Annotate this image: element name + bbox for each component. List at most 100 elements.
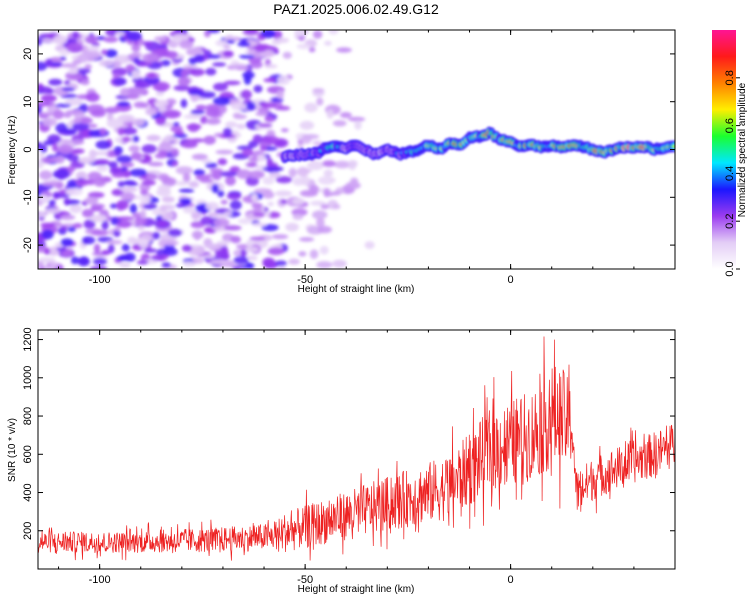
spectrogram-noise-blob: [340, 112, 352, 119]
spectrogram-noise-blob: [229, 200, 242, 210]
spectrogram-noise-blob: [317, 225, 332, 234]
spectrogram-noise-blob: [189, 68, 205, 77]
spectrogram-noise-blob: [83, 219, 96, 229]
spectrogram-noise-blob: [280, 128, 289, 133]
spectrogram-noise-blob: [137, 225, 145, 231]
spectrogram-noise-blob: [213, 82, 228, 92]
spectrogram-noise-blob: [57, 144, 73, 155]
spectrogram-noise-blob: [120, 192, 135, 201]
spectrogram-noise-blob: [116, 199, 129, 210]
spectrogram-noise-blob: [72, 31, 80, 39]
spectrogram-noise-blob: [140, 189, 149, 196]
spectrogram-noise-blob: [263, 78, 277, 83]
spectrogram-noise-blob: [309, 185, 320, 194]
spectrogram-y-axis-label: Frequency (Hz): [7, 116, 18, 185]
spectrogram-noise-blob: [161, 196, 175, 203]
spectrogram-noise-blob: [113, 77, 127, 86]
snr-y-tick-label: 1200: [22, 327, 34, 351]
snr-x-tick-label: -100: [89, 574, 111, 586]
spectrogram-noise-blob: [45, 58, 53, 68]
spectrogram-noise-blob: [44, 208, 61, 214]
spectrogram-noise-blob: [67, 69, 79, 74]
spectrogram-noise-blob: [316, 217, 325, 228]
spectrogram-noise-blob: [296, 43, 311, 50]
spectrogram-noise-blob: [101, 220, 109, 231]
spectrogram-noise-blob: [48, 78, 63, 86]
spectrogram-noise-blob: [312, 30, 323, 39]
spectrogram-noise-blob: [38, 260, 45, 269]
spectrogram-noise-blob: [94, 159, 110, 166]
spectrogram-noise-blob: [38, 200, 43, 207]
spectrogram-noise-blob: [117, 181, 126, 188]
spectrogram-noise-blob: [43, 140, 56, 146]
spectrogram-noise-blob: [264, 116, 274, 123]
spectrogram-noise-blob: [38, 37, 43, 46]
spectrogram-noise-blob: [350, 177, 359, 185]
spectrogram-noise-blob: [40, 157, 53, 164]
spectrogram-noise-blob: [109, 167, 122, 174]
spectrogram-noise-blob: [53, 34, 68, 45]
spectrogram-noise-blob: [201, 158, 212, 164]
spectrogram-noise-blob: [115, 31, 125, 37]
spectrogram-noise-blob: [260, 145, 267, 152]
spectrogram-noise-blob: [144, 248, 158, 253]
spectrogram-noise-blob: [152, 231, 161, 240]
spectrogram-noise-blob: [80, 79, 90, 86]
spectrogram-noise-blob: [213, 96, 231, 106]
spectrogram-noise-blob: [116, 220, 132, 228]
spectrogram-noise-blob: [183, 114, 201, 119]
spectrogram-noise-blob: [274, 260, 287, 267]
snr-y-tick-label: 800: [22, 407, 34, 425]
spectrogram-noise-blob: [190, 109, 205, 115]
spectrogram-noise-blob: [347, 160, 358, 168]
spectrogram-noise-blob: [233, 256, 249, 265]
spectrogram-signal-track: [280, 126, 675, 164]
spectrogram-noise-blob: [88, 149, 97, 159]
spectrogram-noise-blob: [292, 214, 304, 220]
spectrogram-noise-blob: [233, 114, 247, 120]
spectrogram-noise-blob: [302, 134, 320, 140]
spectrogram-x-tick-label: 0: [508, 274, 514, 286]
spectrogram-noise-blob: [223, 225, 242, 231]
spectrogram-noise-blob: [257, 154, 266, 162]
spectrogram-noise-blob: [52, 109, 64, 120]
spectrogram-noise-blob: [38, 112, 55, 117]
spectrogram-noise-blob: [67, 179, 77, 189]
spectrogram-noise-blob: [269, 172, 282, 178]
spectrogram-noise-blob: [92, 215, 103, 223]
spectrogram-noise-blob: [225, 175, 236, 186]
spectrogram-noise-blob: [121, 136, 132, 143]
spectrogram-noise-blob: [323, 187, 331, 198]
spectrogram-noise-blob: [235, 66, 250, 71]
spectrogram-noise-blob: [336, 47, 352, 53]
chart-title: PAZ1.2025.006.02.49.G12: [273, 1, 439, 17]
snr-y-axis-label: SNR (10 * v/v): [7, 418, 18, 482]
spectrogram-noise-blob: [162, 240, 179, 246]
spectrogram-noise-blob: [90, 109, 106, 118]
spectrogram-noise-blob: [84, 63, 92, 70]
spectrogram-noise-blob: [95, 36, 106, 41]
spectrogram-noise-blob: [200, 115, 208, 124]
spectrogram-noise-blob: [73, 117, 82, 124]
spectrogram-noise-blob: [116, 155, 133, 163]
spectrogram-noise-blob: [246, 239, 254, 248]
spectrogram-noise-blob: [52, 169, 70, 179]
spectrogram-noise-blob: [215, 39, 228, 47]
spectrogram-noise-blob: [133, 101, 146, 109]
spectrogram-noise-blob: [319, 245, 329, 255]
snr-x-axis-label: Height of straight line (km): [298, 584, 415, 595]
colorbar-gradient: [712, 30, 736, 269]
spectrogram-noise-blob: [205, 67, 217, 76]
spectrogram-noise-blob: [164, 50, 179, 59]
spectrogram-noise-blob: [128, 145, 140, 153]
spectrogram-noise-blob: [223, 44, 231, 50]
spectrogram-noise-blob: [262, 257, 276, 268]
spectrogram-noise-blob: [255, 111, 269, 117]
spectrogram-noise-blob: [167, 228, 183, 237]
spectrogram-noise-blob: [78, 156, 96, 164]
spectrogram-noise-blob: [78, 103, 88, 113]
spectrogram-noise-blob: [223, 127, 233, 138]
spectrogram-noise-blob: [112, 73, 120, 79]
spectrogram-noise-blob: [226, 39, 236, 44]
spectrogram-noise-blob: [63, 198, 71, 206]
